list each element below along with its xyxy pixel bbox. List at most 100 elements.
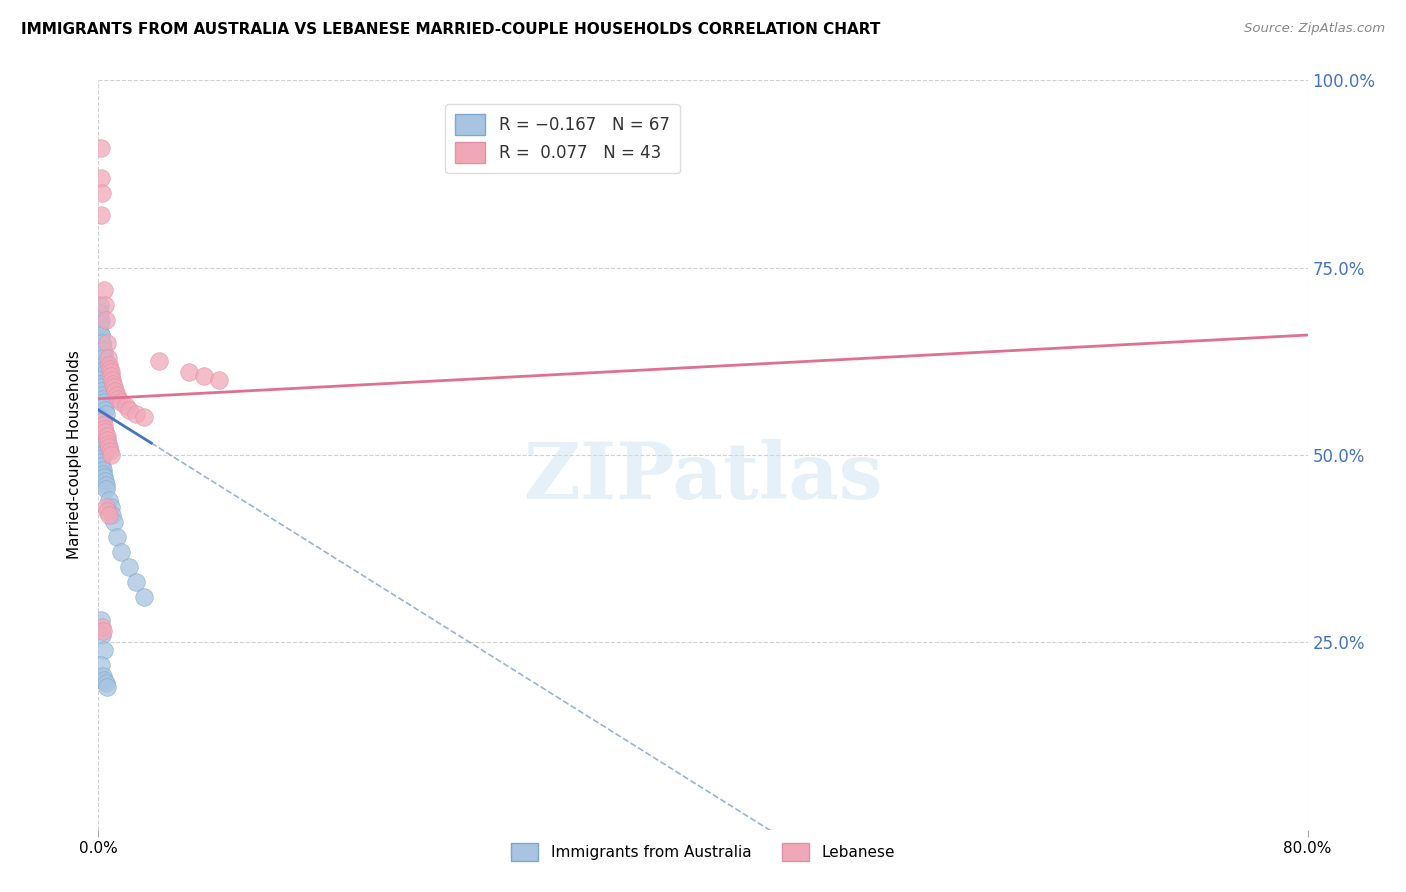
Point bbox=[89, 373, 111, 387]
Point bbox=[114, 399, 136, 413]
Point bbox=[94, 441, 117, 455]
Point bbox=[193, 369, 215, 384]
Point bbox=[132, 410, 155, 425]
Point bbox=[93, 417, 115, 432]
Point bbox=[96, 504, 118, 518]
Point bbox=[93, 467, 115, 481]
Point bbox=[100, 500, 122, 515]
Point bbox=[94, 425, 117, 440]
Point bbox=[125, 407, 148, 421]
Point bbox=[90, 186, 112, 200]
Point bbox=[94, 478, 117, 492]
Point bbox=[98, 361, 121, 376]
Point bbox=[89, 448, 111, 462]
Point bbox=[107, 392, 129, 406]
Point bbox=[98, 358, 121, 372]
Point bbox=[91, 335, 114, 350]
Point bbox=[90, 208, 112, 222]
Point bbox=[100, 366, 122, 380]
Point bbox=[125, 575, 148, 590]
Point bbox=[118, 403, 141, 417]
Point bbox=[96, 429, 118, 443]
Point bbox=[94, 298, 117, 312]
Point bbox=[90, 613, 112, 627]
Point bbox=[97, 351, 120, 365]
Point bbox=[91, 624, 114, 638]
Point bbox=[90, 141, 112, 155]
Point bbox=[96, 680, 118, 694]
Point bbox=[91, 429, 114, 443]
Point bbox=[89, 298, 111, 312]
Point bbox=[90, 459, 112, 474]
Point bbox=[89, 317, 111, 331]
Point bbox=[97, 436, 120, 450]
Point bbox=[96, 482, 118, 496]
Point bbox=[98, 492, 121, 507]
Point bbox=[103, 380, 125, 394]
Point bbox=[91, 669, 114, 683]
Point bbox=[94, 403, 117, 417]
Point bbox=[93, 399, 115, 413]
Point bbox=[96, 335, 118, 350]
Point bbox=[93, 422, 115, 436]
Point bbox=[90, 328, 112, 343]
Point bbox=[90, 313, 112, 327]
Point bbox=[132, 591, 155, 605]
Point bbox=[105, 530, 128, 544]
Point bbox=[91, 628, 114, 642]
Point bbox=[100, 448, 122, 462]
Point bbox=[93, 642, 115, 657]
Point bbox=[208, 373, 231, 387]
Point bbox=[93, 347, 115, 361]
Point bbox=[148, 354, 170, 368]
Point bbox=[94, 313, 117, 327]
Legend: Immigrants from Australia, Lebanese: Immigrants from Australia, Lebanese bbox=[505, 837, 901, 867]
Point bbox=[94, 366, 117, 380]
Point bbox=[90, 417, 112, 432]
Point bbox=[89, 414, 111, 428]
Point bbox=[94, 500, 117, 515]
Point bbox=[89, 451, 111, 466]
Point bbox=[101, 376, 124, 391]
Point bbox=[93, 351, 115, 365]
Point bbox=[104, 384, 127, 399]
Point bbox=[91, 343, 114, 357]
Point bbox=[93, 470, 115, 484]
Point bbox=[94, 676, 117, 690]
Point bbox=[90, 657, 112, 672]
Point bbox=[90, 422, 112, 436]
Point bbox=[94, 444, 117, 458]
Point bbox=[96, 433, 118, 447]
Point bbox=[98, 508, 121, 522]
Point bbox=[179, 366, 201, 380]
Point bbox=[93, 283, 115, 297]
Point bbox=[93, 358, 115, 372]
Point bbox=[103, 516, 125, 530]
Point bbox=[96, 366, 118, 380]
Point bbox=[89, 320, 111, 334]
Point bbox=[91, 343, 114, 357]
Point bbox=[91, 463, 114, 477]
Point bbox=[90, 328, 112, 343]
Point bbox=[93, 433, 115, 447]
Point bbox=[94, 474, 117, 488]
Point bbox=[96, 373, 118, 387]
Point bbox=[110, 395, 132, 409]
Point bbox=[89, 376, 111, 391]
Point bbox=[110, 545, 132, 559]
Point bbox=[90, 380, 112, 394]
Point bbox=[91, 414, 114, 428]
Point bbox=[91, 392, 114, 406]
Point bbox=[93, 395, 115, 409]
Text: IMMIGRANTS FROM AUSTRALIA VS LEBANESE MARRIED-COUPLE HOUSEHOLDS CORRELATION CHAR: IMMIGRANTS FROM AUSTRALIA VS LEBANESE MA… bbox=[21, 22, 880, 37]
Point bbox=[105, 388, 128, 402]
Point bbox=[91, 620, 114, 634]
Point bbox=[89, 410, 111, 425]
Point bbox=[91, 425, 114, 440]
Point bbox=[93, 436, 115, 450]
Point bbox=[98, 444, 121, 458]
Point bbox=[90, 384, 112, 399]
Point bbox=[94, 358, 117, 372]
Point bbox=[91, 388, 114, 402]
Point bbox=[101, 373, 124, 387]
